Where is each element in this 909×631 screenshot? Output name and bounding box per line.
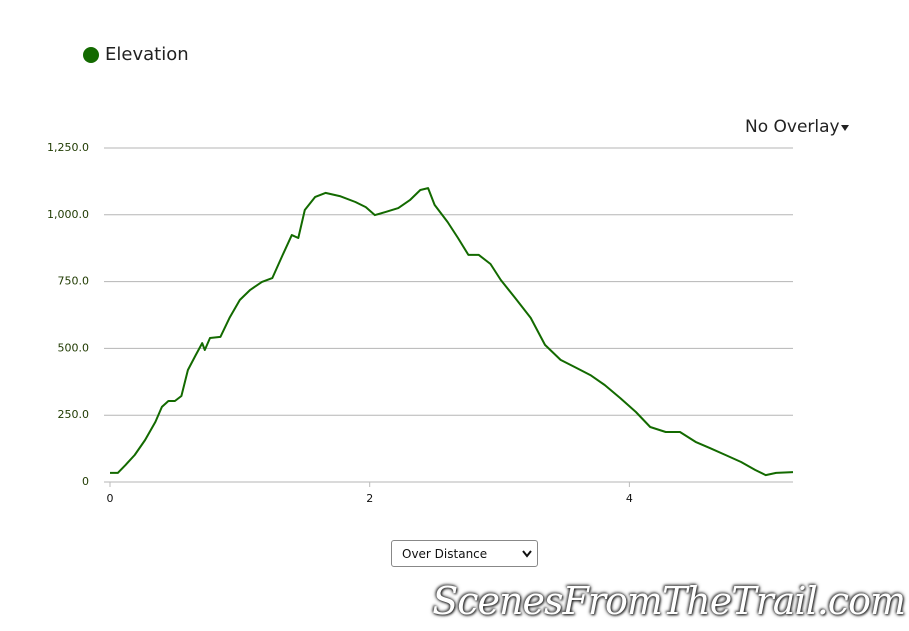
legend-label: Elevation [105, 44, 189, 65]
y-tick-label: 1,250.0 [47, 141, 89, 154]
overlay-label: No Overlay [745, 117, 840, 137]
x-tick-label: 4 [626, 492, 633, 505]
y-tick-label: 0 [82, 475, 89, 488]
mode-select[interactable]: Over Distance [391, 540, 538, 567]
legend-marker [83, 46, 99, 63]
x-tick-label: 0 [107, 492, 114, 505]
watermark: ScenesFromTheTrail.com [432, 579, 906, 623]
y-tick-label: 500.0 [58, 341, 90, 354]
y-tick-label: 250.0 [58, 408, 90, 421]
legend[interactable]: Elevation [83, 44, 189, 65]
select-label: Over Distance [402, 546, 488, 561]
elevation-line [110, 187, 794, 477]
chart: 0 250.0 500.0 750.0 1,000.0 1,250.0 0 2 4 [47, 141, 794, 505]
y-tick-label: 1,000.0 [47, 208, 89, 221]
select-arrow [522, 550, 532, 558]
y-tick-label: 750.0 [58, 275, 90, 288]
dropdown-arrow [840, 125, 849, 131]
overlay-dropdown[interactable]: No Overlay [745, 117, 850, 137]
x-tick-label: 2 [366, 492, 373, 505]
